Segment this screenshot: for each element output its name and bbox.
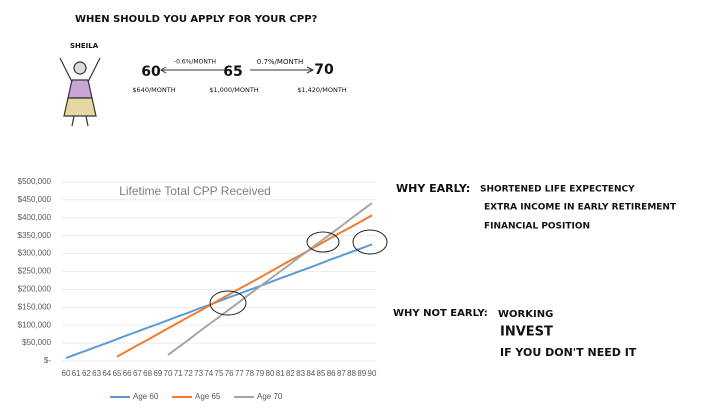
x-tick-label: 89 [357,369,366,378]
x-tick-label: 74 [204,369,213,378]
x-tick-label: 71 [174,369,183,378]
amount: $1,000/MONTH [209,86,258,94]
y-tick-label: $150,000 [18,302,52,311]
x-tick-label: 70 [164,369,173,378]
series-line [116,214,373,358]
rate: -0.6%/MONTH [174,59,216,66]
x-tick-label: 62 [82,369,91,378]
x-tick-label: 88 [347,369,356,378]
y-tick-label: $250,000 [18,267,52,276]
legend-label: Age 65 [195,392,221,401]
arrow [250,66,315,74]
arrow [160,66,224,74]
age: 70 [314,62,334,78]
x-tick-label: 84 [306,369,315,378]
y-tick-label: $200,000 [18,285,52,294]
age: 65 [223,64,242,80]
x-tick-label: 61 [72,369,81,378]
x-tick-label: 66 [123,369,132,378]
amount: $1,420/MONTH [297,86,346,94]
x-tick-label: 60 [62,369,71,378]
x-tick-label: 80 [266,369,275,378]
x-tick-label: 87 [337,369,346,378]
y-tick-label: $300,000 [18,249,52,258]
annotations [209,229,388,316]
y-tick-label: $50,000 [22,338,51,347]
chart: $- $50,000 $100,000 $150,000 $200,000 $250,00… [18,177,377,401]
x-tick-label: 68 [143,369,152,378]
series-line [167,202,373,356]
legend-label: Age 70 [257,392,283,401]
chart-title: Lifetime Total CPP Received [119,184,271,198]
x-tick-label: 63 [92,369,101,378]
x-tick-label: 75 [215,369,224,378]
y-tick-label: $400,000 [18,213,52,222]
y-tick-label: $500,000 [18,177,52,186]
x-tick-label: 78 [245,369,254,378]
age: 60 [141,64,161,80]
x-tick-label: 73 [194,369,203,378]
x-tick-label: 83 [296,369,305,378]
x-tick-label: 69 [153,369,162,378]
x-tick-label: 67 [133,369,142,378]
x-tick-label: 86 [327,369,336,378]
item: FINANCIAL POSITION [484,222,590,232]
x-tick-label: 90 [368,369,377,378]
x-tick-label: 77 [235,369,244,378]
name: SHEILA [70,42,99,50]
y-tick-label: $350,000 [18,231,52,240]
item: INVEST [500,325,553,340]
x-tick-label: 79 [255,369,264,378]
x-tick-label: 65 [113,369,122,378]
y-tick-label: $450,000 [18,195,52,204]
heading: WHY NOT EARLY: [393,308,488,319]
item: IF YOU DON'T NEED IT [500,346,637,359]
figure [59,57,101,127]
amount: $640/MONTH [132,86,175,94]
x-tick-label: 81 [276,369,285,378]
x-tick-label: 72 [184,369,193,378]
y-tick-label: $100,000 [18,320,52,329]
x-tick-label: 64 [102,369,111,378]
title: WHEN SHOULD YOU APPLY FOR YOUR CPP? [75,14,318,25]
legend-label: Age 60 [133,392,159,401]
x-tick-label: 85 [317,369,326,378]
item: SHORTENED LIFE EXPECTENCY [480,185,635,195]
item: EXTRA INCOME IN EARLY RETIREMENT [484,203,677,213]
x-tick-label: 76 [225,369,234,378]
x-tick-label: 82 [286,369,295,378]
heading: WHY EARLY: [396,182,470,195]
y-tick-label: $- [44,356,51,365]
rate: 0.7%/MONTH [257,58,303,66]
item: WORKING [498,309,553,320]
